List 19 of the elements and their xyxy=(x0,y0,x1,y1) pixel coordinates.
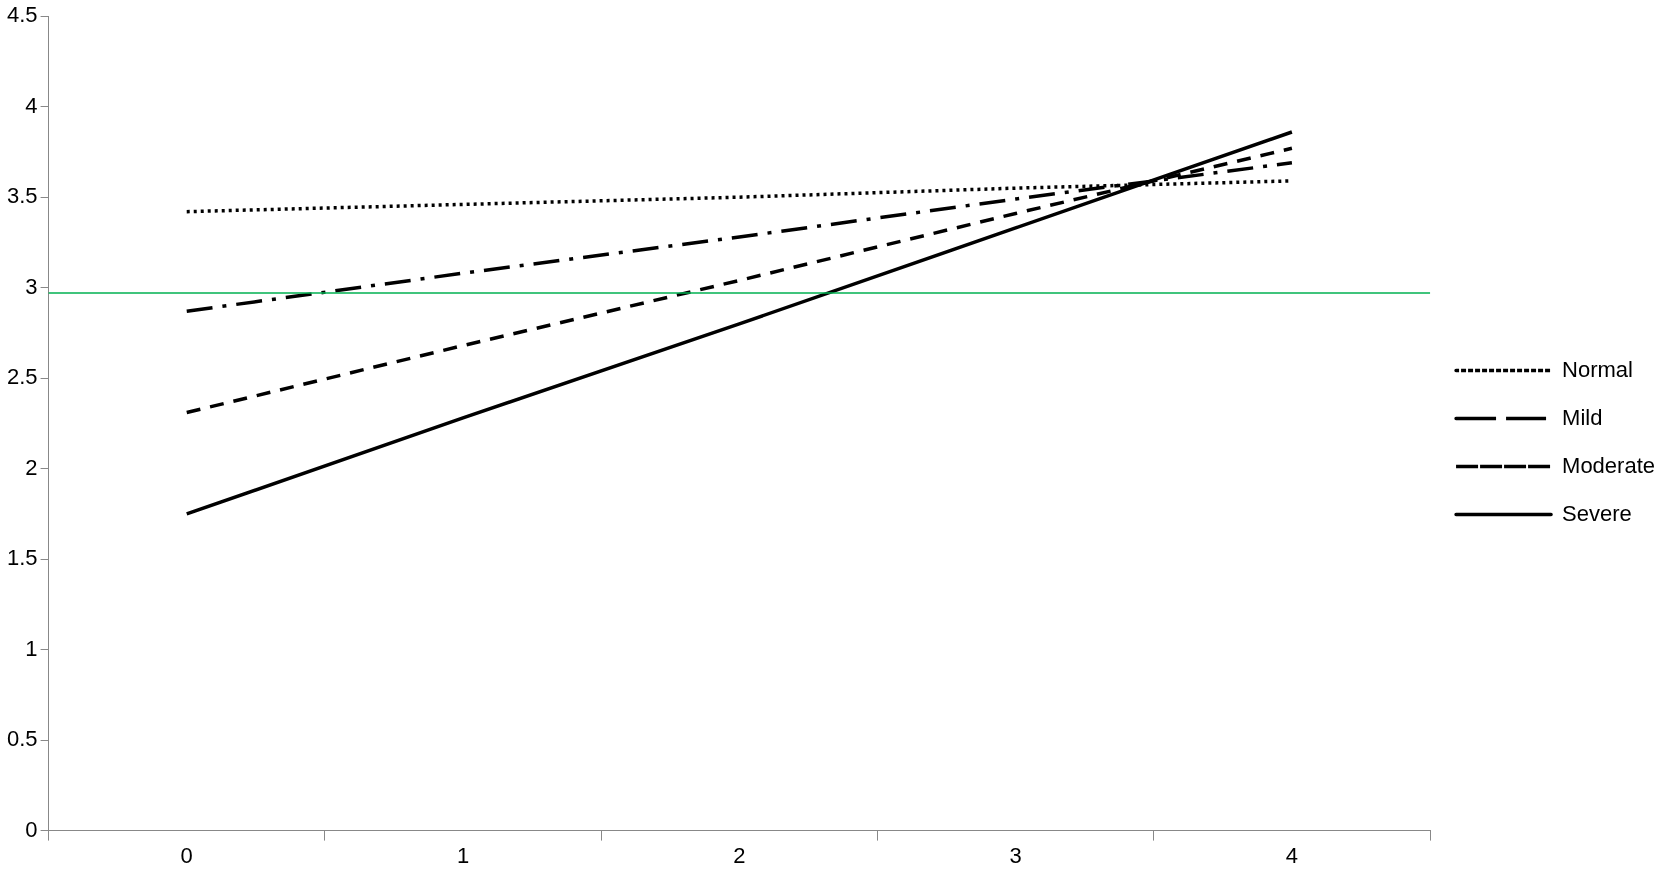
x-tick-label: 2 xyxy=(733,842,746,868)
legend-label: Mild xyxy=(1562,404,1603,430)
legend-label: Moderate xyxy=(1562,452,1656,478)
y-tick-label: 1.5 xyxy=(6,545,38,571)
y-tick-label: 3.5 xyxy=(6,183,38,209)
y-tick-label: 4.5 xyxy=(6,2,38,28)
legend-label: Normal xyxy=(1562,356,1633,382)
legend-label: Severe xyxy=(1562,500,1632,526)
y-tick-label: 1 xyxy=(25,635,38,661)
y-tick-label: 4 xyxy=(25,92,38,118)
y-tick-label: 2.5 xyxy=(6,364,38,390)
y-tick-label: 3 xyxy=(25,273,38,299)
y-tick-label: 2 xyxy=(25,454,38,480)
y-tick-label: 0 xyxy=(25,816,38,842)
x-tick-label: 1 xyxy=(456,842,470,868)
x-tick-label: 4 xyxy=(1285,842,1299,868)
y-tick-label: 0.5 xyxy=(6,726,38,752)
x-tick-label: 3 xyxy=(1009,842,1022,868)
x-tick-label: 0 xyxy=(180,842,193,868)
